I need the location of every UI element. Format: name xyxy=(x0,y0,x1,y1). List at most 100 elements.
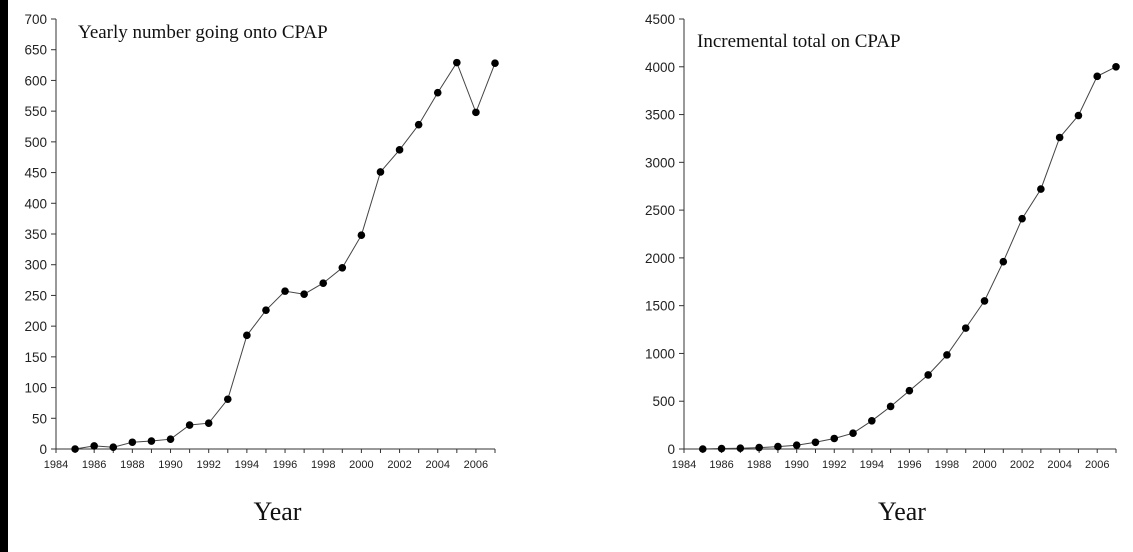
x-tick-label: 1988 xyxy=(120,459,144,471)
data-point xyxy=(868,417,876,425)
data-point xyxy=(281,287,289,295)
x-tick-label: 1994 xyxy=(235,459,259,471)
y-tick-label: 250 xyxy=(24,288,47,303)
chart-title: Incremental total on CPAP xyxy=(697,31,901,52)
data-point xyxy=(243,331,251,340)
y-tick-label: 450 xyxy=(24,166,47,181)
data-point xyxy=(961,324,970,332)
data-point xyxy=(774,442,782,451)
chart-incremental-cpap: 0 500 1000 1500 2000 2500 3000 3500 4000 4500 1984… xyxy=(645,12,1120,526)
data-point xyxy=(453,58,461,67)
x-tick-label: 1984 xyxy=(672,459,696,471)
y-tick-label: 1500 xyxy=(645,299,675,314)
data-point xyxy=(1074,111,1083,120)
x-tick-label: 2000 xyxy=(349,459,373,471)
data-point xyxy=(698,445,707,453)
y-tick-label: 500 xyxy=(652,394,675,409)
y-tick-label: 400 xyxy=(24,196,47,211)
data-point xyxy=(204,419,213,428)
x-tick-label: 1998 xyxy=(935,459,959,471)
data-point xyxy=(300,290,308,299)
x-tick-label: 1996 xyxy=(273,459,297,471)
y-tick-label: 4000 xyxy=(645,60,675,75)
y-tick-label: 650 xyxy=(24,43,47,58)
data-point xyxy=(980,297,989,305)
data-point xyxy=(185,421,194,429)
x-tick-label: 1986 xyxy=(82,459,106,471)
y-tick-label: 500 xyxy=(24,135,47,150)
data-point xyxy=(792,441,801,449)
x-tick-label: 2006 xyxy=(464,459,488,471)
x-tick-label: 1998 xyxy=(311,459,335,471)
data-point xyxy=(736,444,745,453)
y-tick-label: 150 xyxy=(24,350,47,365)
y-tick-label: 700 xyxy=(24,12,47,27)
x-tick-label: 2004 xyxy=(1047,459,1071,471)
y-tick-label: 4500 xyxy=(645,12,675,27)
y-tick-label: 200 xyxy=(24,319,47,334)
x-tick-label: 2002 xyxy=(387,459,411,471)
chart-yearly-cpap: 0 50 100 150 200 250 300 350 400 450 500 550 600 650 7… xyxy=(24,12,499,526)
y-tick-label: 350 xyxy=(24,227,47,242)
data-point xyxy=(71,445,79,453)
data-point xyxy=(395,146,404,154)
y-tick-label: 0 xyxy=(667,442,675,457)
data-point xyxy=(830,434,839,443)
data-point xyxy=(376,168,385,176)
x-tick-label: 1988 xyxy=(747,459,771,471)
x-tick-label: 2000 xyxy=(972,459,996,471)
data-point xyxy=(1018,214,1026,223)
left-edge-bar xyxy=(0,0,8,552)
data-point xyxy=(319,279,328,287)
data-point xyxy=(943,351,951,359)
data-point xyxy=(924,371,932,379)
x-tick-label: 2002 xyxy=(1010,459,1034,471)
y-tick-label: 3500 xyxy=(645,108,675,123)
x-tick-label: 1990 xyxy=(158,459,182,471)
y-tick-label: 2500 xyxy=(645,203,675,218)
data-point xyxy=(1112,62,1120,71)
y-tick-label: 50 xyxy=(32,411,47,426)
data-point xyxy=(90,442,98,450)
data-point xyxy=(717,444,726,453)
y-tick-label: 100 xyxy=(24,381,47,396)
data-point xyxy=(414,120,423,129)
data-point xyxy=(811,438,820,447)
data-point xyxy=(849,429,857,438)
x-axis-label: Year xyxy=(254,497,302,526)
data-point xyxy=(1055,133,1064,142)
data-point xyxy=(905,386,914,395)
data-point xyxy=(1093,72,1102,81)
data-point xyxy=(1037,185,1045,193)
data-point xyxy=(166,435,175,443)
data-point xyxy=(999,257,1008,266)
data-point xyxy=(128,438,137,447)
x-tick-label: 2004 xyxy=(425,459,449,471)
x-tick-label: 1996 xyxy=(897,459,921,471)
x-tick-label: 1994 xyxy=(860,459,884,471)
data-point xyxy=(755,443,763,452)
y-tick-label: 1000 xyxy=(645,346,675,361)
data-point xyxy=(147,437,156,445)
data-point xyxy=(109,443,118,451)
y-tick-label: 3000 xyxy=(645,155,675,170)
series-line xyxy=(75,61,496,450)
y-tick-label: 550 xyxy=(24,104,47,119)
y-tick-label: 0 xyxy=(39,442,47,457)
y-tick-label: 2000 xyxy=(645,251,675,266)
data-point xyxy=(338,263,347,272)
x-tick-label: 1984 xyxy=(44,459,68,471)
x-axis-label: Year xyxy=(878,497,926,526)
x-tick-label: 1992 xyxy=(822,459,846,471)
data-point xyxy=(357,231,366,240)
data-point xyxy=(433,88,442,97)
data-point xyxy=(472,108,480,117)
x-tick-label: 1986 xyxy=(709,459,733,471)
x-tick-label: 1990 xyxy=(784,459,808,471)
x-tick-label: 1992 xyxy=(196,459,220,471)
data-point xyxy=(223,395,232,404)
chart-title: Yearly number going onto CPAP xyxy=(78,22,328,43)
data-point xyxy=(886,402,895,411)
data-point xyxy=(491,59,499,68)
